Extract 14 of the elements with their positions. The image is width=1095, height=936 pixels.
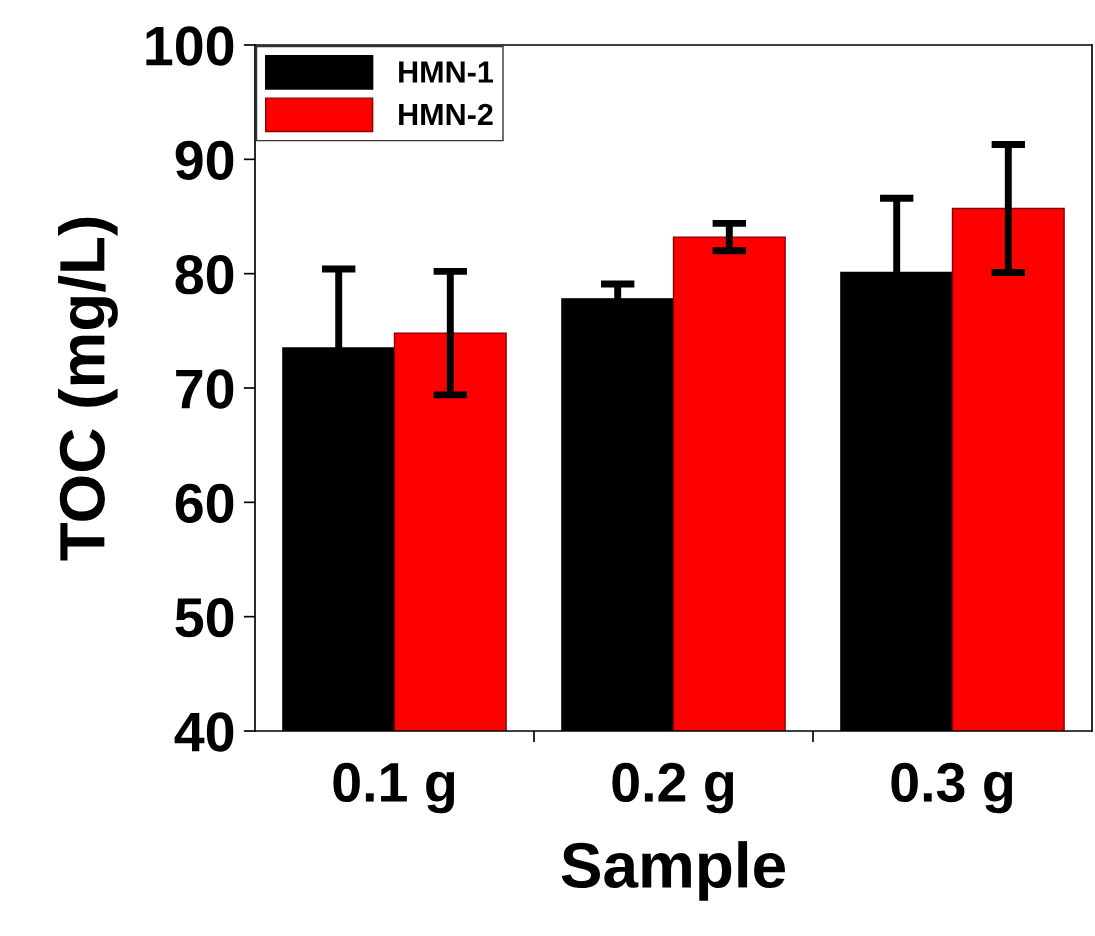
y-tick-label: 80: [175, 255, 234, 295]
y-tick-label: 60: [175, 483, 234, 524]
x-axis-title: Sample: [561, 841, 785, 901]
x-tick-label: 0.3 g: [891, 762, 1013, 814]
x-tick-label: 0.2 g: [612, 762, 734, 814]
y-tick-label: 100: [146, 26, 234, 66]
y-tick-label: 50: [175, 598, 234, 638]
y-tick-label: 70: [176, 369, 234, 409]
legend-label: HMN-1: [399, 61, 493, 83]
y-axis-title: TOC (mg/L): [58, 217, 118, 561]
y-tick-label: 90: [175, 140, 234, 181]
legend-label: HMN-2: [399, 103, 493, 126]
x-tick-label: 0.1 g: [333, 762, 455, 814]
y-tick-label: 40: [174, 712, 234, 752]
